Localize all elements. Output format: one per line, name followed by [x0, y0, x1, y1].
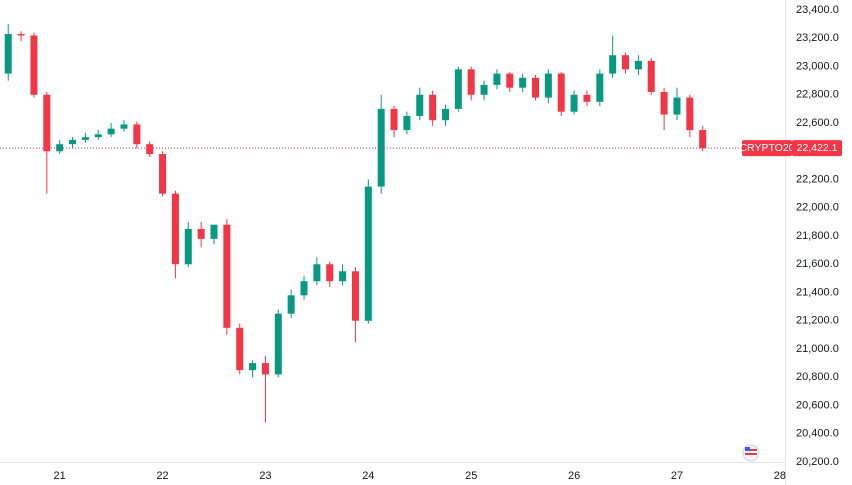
candle-body — [634, 60, 642, 70]
candle-body — [686, 97, 694, 131]
y-tick-label: 21,600.0 — [796, 258, 839, 270]
candle-body — [171, 193, 179, 265]
y-tick-label: 23,400.0 — [796, 4, 839, 16]
candle-body — [493, 73, 501, 85]
candle-body — [69, 139, 77, 145]
x-tick-label: 22 — [156, 470, 168, 482]
candle-body — [622, 55, 630, 70]
candle-body — [699, 130, 707, 149]
candle-body — [403, 115, 411, 131]
candle-body — [480, 84, 488, 95]
candle-body — [673, 97, 681, 115]
candle-body — [184, 228, 192, 265]
x-tick-label: 21 — [54, 470, 66, 482]
y-tick-label: 20,400.0 — [796, 428, 839, 440]
candle-body — [313, 264, 321, 282]
candle-body — [416, 94, 424, 116]
candle-body — [660, 91, 668, 115]
price-tag: CRYPTO20 22,422.1 — [739, 140, 842, 157]
candle-body — [30, 35, 38, 95]
candle-body — [43, 94, 51, 152]
candle-body — [4, 34, 12, 74]
y-tick-label: 21,000.0 — [796, 343, 839, 355]
symbol-tag-bg — [742, 140, 792, 157]
candle-body — [249, 363, 257, 371]
y-tick-label: 23,200.0 — [796, 32, 839, 44]
candle-body — [339, 271, 347, 282]
candle-body — [467, 69, 475, 95]
candle-body — [647, 60, 655, 92]
candle-body — [274, 313, 282, 375]
candle-body — [570, 94, 578, 112]
candle-body — [519, 77, 527, 88]
candle-body — [390, 108, 398, 131]
symbol-label: CRYPTO20 — [739, 142, 794, 154]
y-tick-label: 20,600.0 — [796, 399, 839, 411]
candle-body — [441, 108, 449, 121]
x-tick-label: 26 — [568, 470, 580, 482]
candle-body — [261, 363, 269, 375]
y-tick-label: 22,800.0 — [796, 89, 839, 101]
y-tick-label: 21,200.0 — [796, 315, 839, 327]
price-label: 22,422.1 — [797, 142, 838, 154]
y-tick-label: 20,200.0 — [796, 456, 839, 468]
candle-body — [351, 271, 359, 321]
candle-body — [120, 124, 128, 129]
y-tick-label: 21,800.0 — [796, 230, 839, 242]
candle-body — [609, 55, 617, 74]
candle-body — [133, 124, 141, 145]
candle-body — [596, 73, 604, 102]
x-tick-label: 24 — [362, 470, 374, 482]
candle-body — [532, 77, 540, 98]
x-tick-label: 27 — [671, 470, 683, 482]
x-tick-label: 23 — [259, 470, 271, 482]
price-tag-bg — [792, 140, 842, 157]
y-tick-label: 23,000.0 — [796, 60, 839, 72]
candle-body — [94, 134, 102, 138]
x-tick-label: 28 — [774, 470, 786, 482]
candle-body — [81, 137, 89, 140]
candle-body — [56, 144, 64, 152]
candle-body — [17, 34, 25, 36]
y-tick-label: 22,200.0 — [796, 173, 839, 185]
candle-body — [300, 281, 308, 296]
candle-body — [146, 144, 154, 155]
candle-body — [223, 224, 231, 328]
candle-body — [287, 295, 295, 314]
y-tick-label: 21,400.0 — [796, 286, 839, 298]
y-tick-label: 22,000.0 — [796, 202, 839, 214]
candle-body — [506, 73, 514, 88]
candle-body — [159, 154, 167, 194]
candle-body — [210, 224, 218, 239]
candle-body — [454, 69, 462, 109]
candle-body — [197, 228, 205, 239]
y-tick-label: 22,600.0 — [796, 117, 839, 129]
candle-body — [236, 327, 244, 371]
flag-icon — [742, 444, 760, 462]
candle-body — [107, 128, 115, 135]
candle-body — [583, 94, 591, 102]
candle-body — [326, 264, 334, 282]
y-tick-label: 20,800.0 — [796, 371, 839, 383]
candle-body — [544, 73, 552, 98]
candle-body — [429, 94, 437, 121]
candle-body — [557, 73, 565, 112]
x-tick-label: 25 — [465, 470, 477, 482]
candle-body — [364, 186, 372, 321]
